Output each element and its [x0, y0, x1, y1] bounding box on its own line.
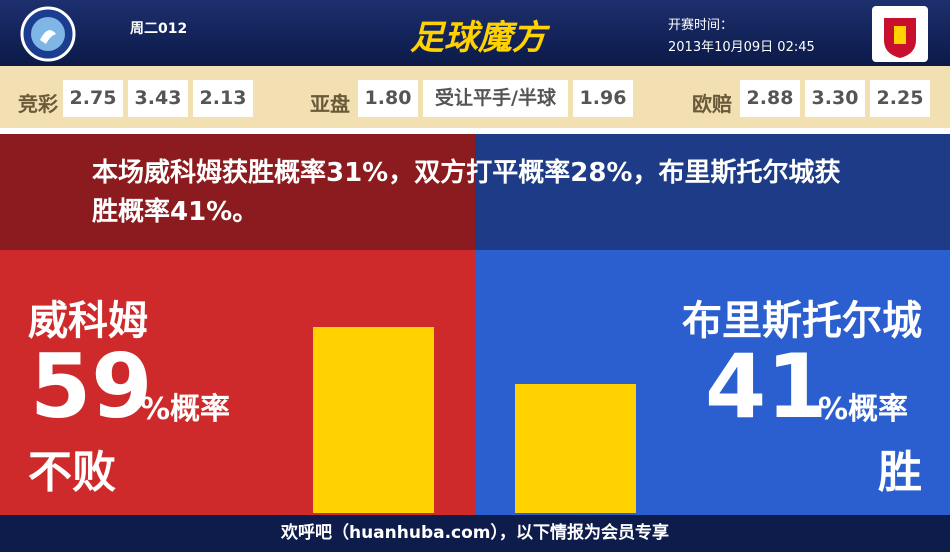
away-logo: [872, 6, 928, 62]
odds-value: 3.30: [805, 80, 865, 117]
footer: 欢呼吧（huanhuba.com），以下情报为会员专享: [0, 515, 950, 552]
odds-label: 亚盘: [310, 92, 350, 116]
away-outcome: 胜: [878, 447, 922, 498]
odds-value: 1.96: [573, 80, 633, 117]
odds-value: 2.75: [63, 80, 123, 117]
home-logo: [20, 6, 76, 62]
odds-row: 竞彩 2.75 3.43 2.13 亚盘 1.80 受让平手/半球 1.96 欧…: [0, 66, 950, 128]
home-outcome: 不败: [28, 447, 116, 498]
odds-label: 竞彩: [18, 92, 58, 116]
header: 周二012 足球魔方 开赛时间： 2013年10月09日 02:45: [0, 0, 950, 66]
home-unit: %概率: [140, 392, 231, 427]
bar: [515, 383, 636, 513]
summary-bg-left: [0, 134, 475, 250]
match-code: 周二012: [130, 21, 188, 37]
kickoff-label: 开赛时间：: [668, 18, 734, 33]
away-value: 41: [705, 335, 828, 438]
odds-label: 欧赔: [692, 92, 732, 116]
odds-value: 2.25: [870, 80, 930, 117]
bar: [313, 327, 434, 513]
home-value: 59: [30, 335, 153, 438]
away-team: 布里斯托尔城: [682, 298, 922, 344]
odds-value: 2.88: [740, 80, 800, 117]
odds-value: 1.80: [358, 80, 418, 117]
kickoff-time: 2013年10月09日 02:45: [668, 40, 815, 55]
odds-value: 2.13: [193, 80, 253, 117]
summary-bg-right: [475, 134, 950, 250]
summary: 本场威科姆获胜概率31%，双方打平概率28%，布里斯托尔城获胜概率41%。: [92, 158, 841, 227]
home-team: 威科姆: [28, 298, 148, 344]
odds-handicap: 受让平手/半球: [423, 80, 568, 117]
brand: 足球魔方: [410, 18, 546, 58]
away-unit: %概率: [818, 392, 909, 427]
odds-value: 3.43: [128, 80, 188, 117]
